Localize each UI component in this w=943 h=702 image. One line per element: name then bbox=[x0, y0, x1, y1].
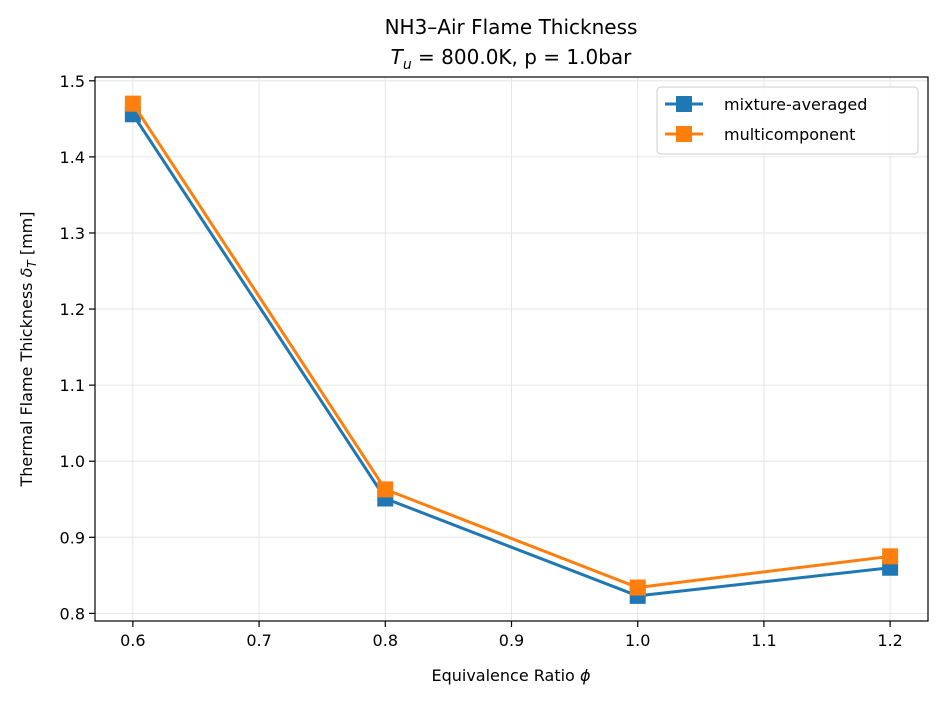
y-tick-label: 1.1 bbox=[60, 376, 85, 395]
data-point-multicomponent bbox=[629, 579, 646, 596]
y-tick-label: 1.4 bbox=[60, 148, 85, 167]
legend-label-mixture-averaged: mixture-averaged bbox=[724, 95, 867, 114]
x-tick-label: 0.9 bbox=[499, 631, 524, 650]
x-tick-label: 1.1 bbox=[751, 631, 776, 650]
series-line-multicomponent bbox=[131, 102, 891, 590]
x-tick-label: 0.8 bbox=[373, 631, 398, 650]
ticks: 0.6 0.7 0.8 0.9 1.0 1.1 1.2 0.8 0.9 1.0 1.1 1.2 1.3 1… bbox=[60, 72, 903, 650]
x-tick-label: 0.6 bbox=[120, 631, 145, 650]
x-tick-label: 1.0 bbox=[625, 631, 650, 650]
y-axis-title: Thermal Flame Thickness δT [mm] bbox=[17, 212, 39, 488]
x-axis-title: Equivalence Ratio ϕ bbox=[431, 666, 590, 685]
y-tick-label: 0.8 bbox=[60, 604, 85, 623]
legend-marker-mixture-averaged bbox=[676, 96, 692, 112]
y-tick-label: 1.0 bbox=[60, 452, 85, 471]
legend-box bbox=[656, 86, 919, 155]
x-tick-label: 1.2 bbox=[877, 631, 902, 650]
legend: mixture-averaged multicomponent bbox=[656, 86, 919, 155]
data-point-multicomponent bbox=[124, 95, 141, 112]
y-tick-label: 1.2 bbox=[60, 300, 85, 319]
y-tick-label: 0.9 bbox=[60, 528, 85, 547]
grid bbox=[95, 77, 928, 621]
y-tick-label: 1.3 bbox=[60, 224, 85, 243]
data-point-multicomponent bbox=[377, 481, 394, 498]
y-tick-label: 1.5 bbox=[60, 72, 85, 91]
x-tick-label: 0.7 bbox=[246, 631, 271, 650]
legend-label-multicomponent: multicomponent bbox=[724, 125, 855, 144]
chart-subtitle: Tu = 800.0K, p = 1.0bar bbox=[391, 45, 633, 73]
chart-title: NH3–Air Flame Thickness bbox=[385, 15, 638, 39]
data-point-multicomponent bbox=[882, 548, 899, 565]
series-line-mixture-averaged bbox=[131, 113, 891, 598]
plot-series bbox=[124, 95, 899, 604]
legend-marker-multicomponent bbox=[676, 126, 692, 142]
